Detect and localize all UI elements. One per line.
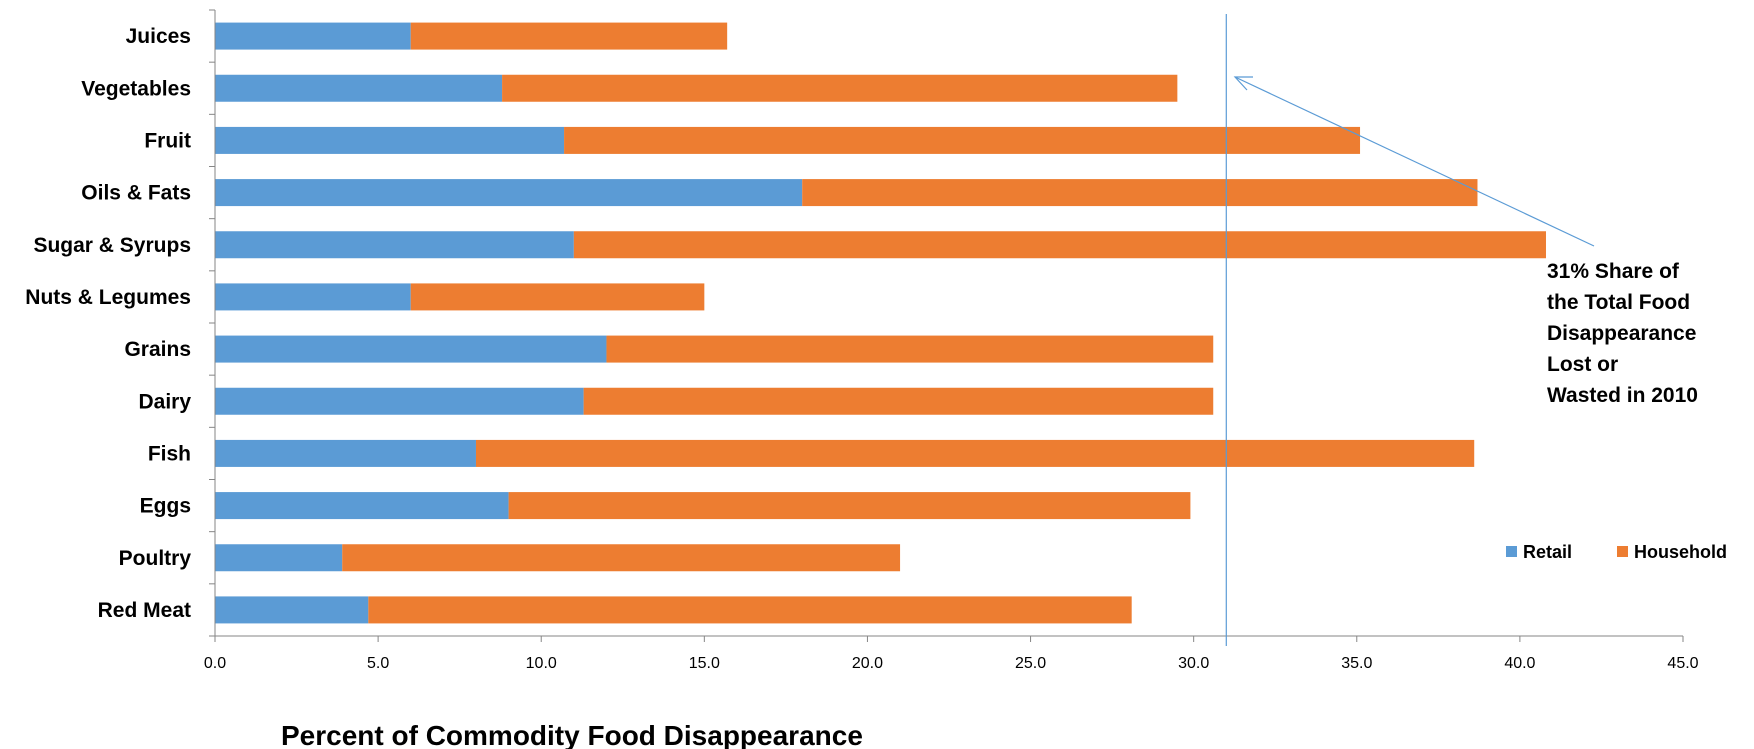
annotation-line: the Total Food [1547,291,1690,314]
bar-retail [215,74,503,102]
annotation-line: Wasted in 2010 [1547,384,1698,407]
category-label: Juices [126,25,191,48]
bar-retail [215,179,803,207]
bar-household [368,596,1132,624]
x-tick-label: 10.0 [526,655,557,672]
x-tick-label: 15.0 [689,655,720,672]
annotation-line: Disappearance [1547,322,1696,345]
x-tick-label: 5.0 [367,655,389,672]
bar-household [475,439,1475,467]
annotation-line: 31% Share of [1547,260,1680,283]
annotation-text: 31% Share of the Total Food Disappearance L… [1547,260,1698,407]
bar-household [342,544,901,572]
y-axis-ticks: Juices Vegetables Fruit Oils & Fats Sugar & … [25,9,215,637]
bar-retail [215,126,565,154]
bar-retail [215,22,411,50]
bar-retail [215,387,584,415]
legend-swatch-household [1617,546,1628,557]
legend: Retail Household [1506,542,1727,562]
annotation-arrowhead [1233,76,1253,91]
legend-label-retail: Retail [1523,542,1572,562]
bar-household [502,74,1178,102]
x-axis-title: Percent of Commodity Food Disappearance [281,720,863,749]
bar-retail [215,439,476,467]
category-label: Eggs [140,495,191,518]
bar-household [802,179,1478,207]
x-tick-label: 45.0 [1667,655,1698,672]
category-label: Fruit [144,129,191,152]
bar-household [410,22,728,50]
x-tick-label: 0.0 [204,655,226,672]
bar-household [606,335,1214,363]
bar-retail [215,231,574,259]
bar-household [573,231,1546,259]
bar-retail [215,335,607,363]
bar-retail [215,283,411,311]
x-tick-label: 25.0 [1015,655,1046,672]
plot-area [215,22,1546,624]
category-label: Red Meat [98,599,191,622]
x-tick-label: 20.0 [852,655,883,672]
x-tick-label: 30.0 [1178,655,1209,672]
category-label: Vegetables [81,77,191,100]
category-label: Poultry [119,547,192,570]
category-label: Nuts & Legumes [25,286,191,309]
bar-household [508,492,1191,520]
legend-label-household: Household [1634,542,1727,562]
annotation-line: Lost or [1547,353,1618,376]
category-label: Oils & Fats [81,182,191,205]
bar-household [410,283,705,311]
bar-retail [215,492,509,520]
x-tick-label: 35.0 [1341,655,1372,672]
annotation: 31% Share of the Total Food Disappearance L… [1233,76,1698,407]
bar-household [564,126,1361,154]
bar-retail [215,544,343,572]
bar-retail [215,596,369,624]
annotation-arrow [1234,76,1595,247]
x-axis-ticks: 0.0 5.0 10.0 15.0 20.0 25.0 30.0 35.0 40.0 45.0 [204,636,1699,672]
category-label: Dairy [138,390,191,413]
bar-household [583,387,1214,415]
x-tick-label: 40.0 [1504,655,1535,672]
legend-swatch-retail [1506,546,1517,557]
category-label: Grains [124,338,191,361]
category-label: Fish [148,442,191,465]
category-label: Sugar & Syrups [33,234,191,257]
